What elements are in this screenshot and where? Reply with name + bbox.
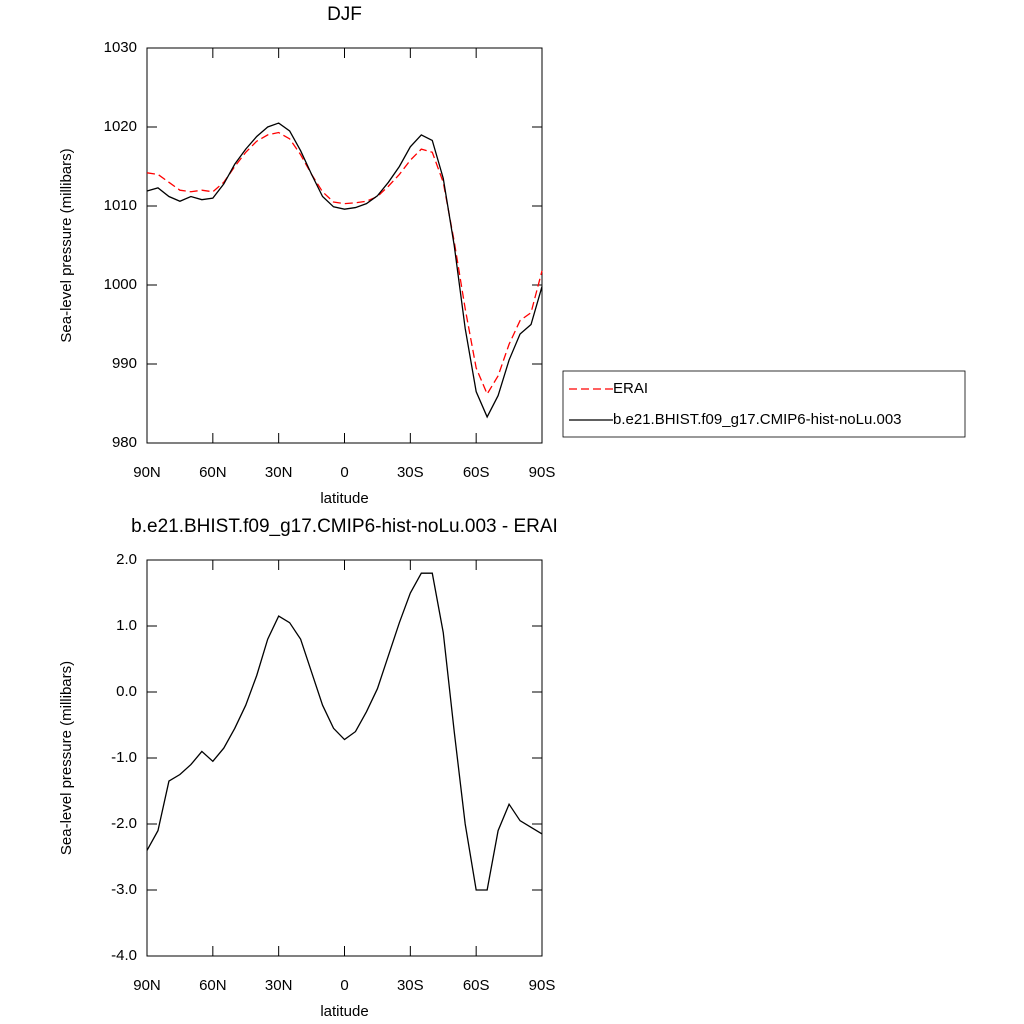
- plot-frame: [146, 559, 543, 957]
- x-tick-label: 90N: [133, 977, 161, 994]
- plot-frame: [146, 47, 543, 444]
- legend-label: ERAI: [613, 380, 648, 397]
- x-tick-label: 0: [340, 464, 348, 481]
- x-tick-label: 90S: [529, 464, 556, 481]
- y-tick-label: 980: [112, 434, 137, 451]
- x-tick-label: 0: [340, 977, 348, 994]
- x-tick-label: 60S: [463, 977, 490, 994]
- legend-box: [562, 370, 966, 438]
- y-axis-label: Sea-level pressure (millibars): [58, 148, 75, 342]
- x-tick-label: 90S: [529, 977, 556, 994]
- y-tick-label: 0.0: [116, 683, 137, 700]
- y-tick-label: -1.0: [111, 749, 137, 766]
- y-tick-label: 2.0: [116, 551, 137, 568]
- x-tick-label: 90N: [133, 464, 161, 481]
- x-tick-label: 30S: [397, 464, 424, 481]
- legend-label: b.e21.BHIST.f09_g17.CMIP6-hist-noLu.003: [613, 411, 902, 428]
- data-line: [146, 122, 543, 419]
- y-tick-label: 1030: [104, 39, 137, 56]
- y-tick-label: 1020: [104, 118, 137, 135]
- x-tick-label: 60N: [199, 464, 227, 481]
- x-axis-label: latitude: [320, 490, 368, 507]
- data-line: [146, 131, 543, 396]
- y-tick-label: 1.0: [116, 617, 137, 634]
- x-tick-label: 30S: [397, 977, 424, 994]
- data-line: [146, 572, 543, 891]
- x-tick-label: 30N: [265, 977, 293, 994]
- y-tick-label: 1000: [104, 276, 137, 293]
- x-tick-label: 60S: [463, 464, 490, 481]
- y-tick-label: -3.0: [111, 881, 137, 898]
- y-axis-label: Sea-level pressure (millibars): [58, 661, 75, 855]
- x-axis-label: latitude: [320, 1003, 368, 1020]
- chart-title: b.e21.BHIST.f09_g17.CMIP6-hist-noLu.003 …: [131, 516, 558, 537]
- y-tick-label: -2.0: [111, 815, 137, 832]
- chart-title: DJF: [327, 4, 362, 25]
- x-tick-label: 30N: [265, 464, 293, 481]
- y-tick-label: 990: [112, 355, 137, 372]
- x-tick-label: 60N: [199, 977, 227, 994]
- y-tick-label: -4.0: [111, 947, 137, 964]
- y-tick-label: 1010: [104, 197, 137, 214]
